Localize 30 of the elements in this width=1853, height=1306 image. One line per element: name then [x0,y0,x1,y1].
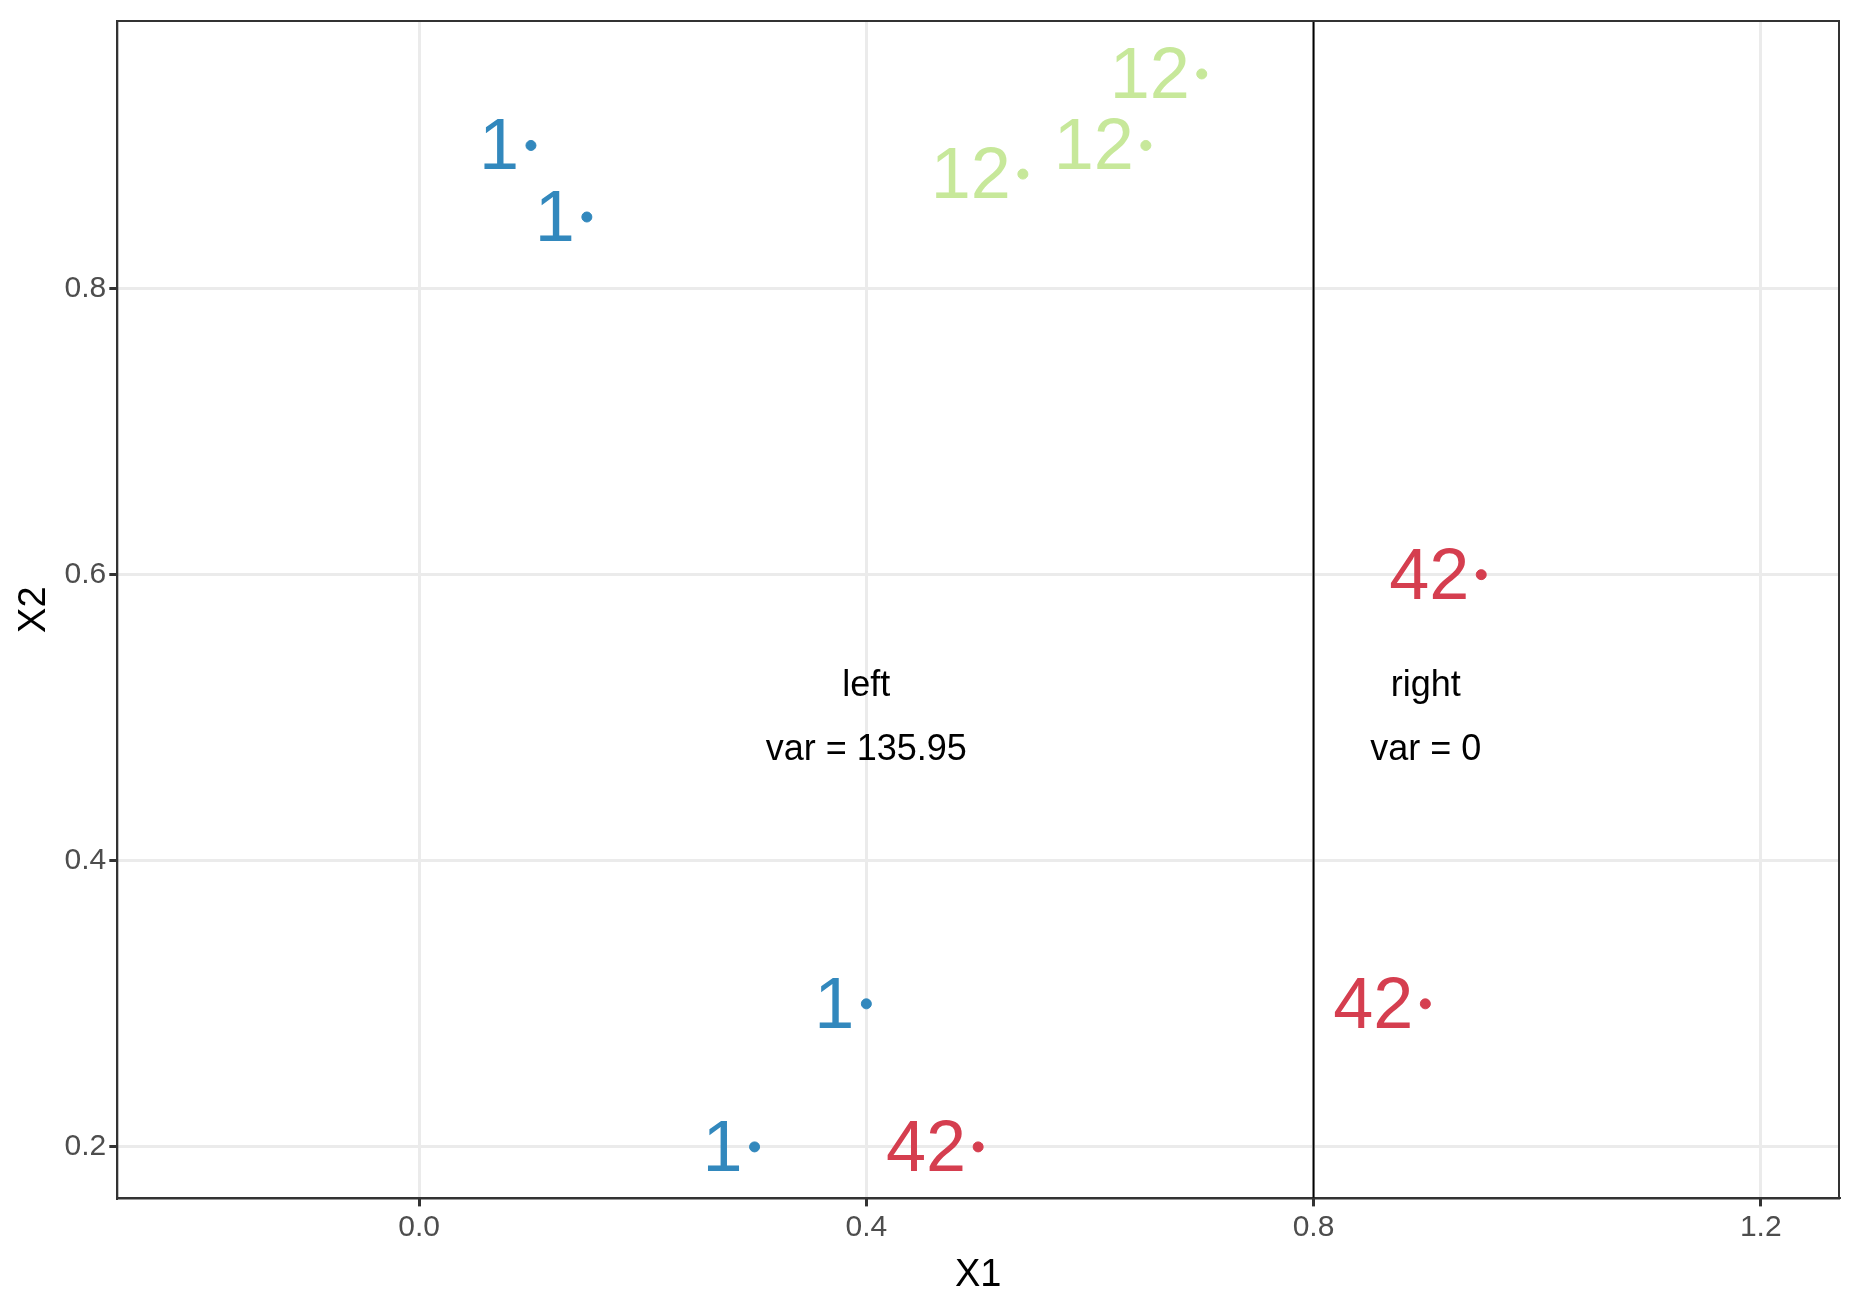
point [972,1141,984,1153]
x-tick-label: 0.4 [845,1208,888,1242]
point [1475,569,1487,581]
series-label: 1 [702,1105,743,1186]
text: 42 [1333,962,1414,1043]
x-tick-label: 0.0 [398,1208,441,1242]
series-label: 12 [930,132,1011,213]
y-tick-label: 0.4 [64,842,107,876]
y-tick-label: 0.6 [64,555,107,589]
annotation: left var = 135.95 [765,662,967,768]
point [1196,68,1208,80]
text: 1 [478,104,519,185]
y-tick-label: 0.2 [64,1128,107,1162]
point [1419,998,1431,1010]
annotation: right var = 0 [1370,662,1482,768]
point [1140,139,1152,151]
point [581,211,593,223]
text: 1 [814,962,855,1043]
y-axis-title: X2 [11,586,54,633]
point [749,1141,761,1153]
y-tick-label: 0.8 [64,269,107,303]
point [525,139,537,151]
text: 1 [534,175,575,256]
series-label: 42 [1389,533,1470,614]
x-tick-label: 0.8 [1292,1208,1335,1242]
point [860,998,872,1010]
point [1017,168,1029,180]
x-tick-label: 1.2 [1739,1208,1782,1242]
text: 42 [886,1105,967,1186]
x-axis-title: X1 [954,1251,1002,1294]
